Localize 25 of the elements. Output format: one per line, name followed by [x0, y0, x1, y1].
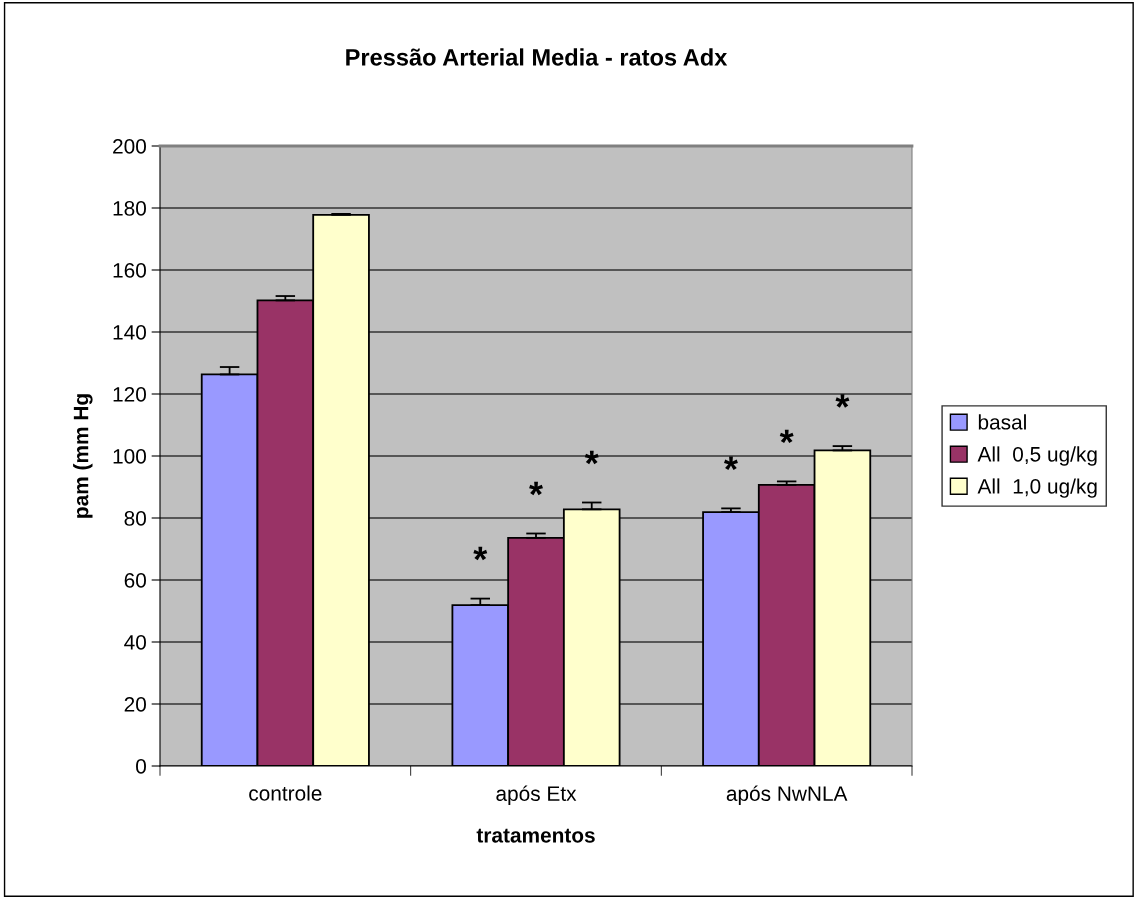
x-tick-label: após Etx — [496, 785, 577, 806]
y-tick-label: 60 — [124, 573, 146, 588]
x-tick-label: controle — [249, 785, 322, 801]
y-tick-label: 180 — [113, 201, 146, 216]
data-label: * — [529, 481, 543, 496]
legend-label: All 0,5 ug/kg — [977, 446, 1097, 466]
y-tick-label: 20 — [124, 697, 146, 712]
chart-title: Pressão Arterial Media - ratos Adx — [346, 48, 728, 66]
y-tick-label: 0 — [136, 759, 146, 774]
data-label: * — [473, 546, 488, 561]
x-tick-label: após NwNLA — [726, 785, 848, 806]
data-label: * — [724, 456, 738, 471]
y-tick-label: 120 — [113, 387, 146, 402]
data-label: * — [779, 429, 794, 444]
legend-label: basal — [978, 414, 1026, 430]
y-tick-label: 40 — [124, 635, 146, 650]
y-tick-label: 160 — [113, 263, 146, 278]
data-label: * — [835, 394, 850, 408]
y-tick-label: 80 — [124, 511, 146, 526]
y-tick-label: 140 — [113, 325, 146, 340]
y-tick-label: 100 — [113, 449, 146, 464]
x-axis-title: tratamentos — [476, 828, 595, 843]
y-axis-title: pam (mm Hg — [73, 394, 93, 518]
y-tick-label: 200 — [113, 139, 146, 154]
legend-label: All 1,0 ug/kg — [977, 478, 1097, 498]
